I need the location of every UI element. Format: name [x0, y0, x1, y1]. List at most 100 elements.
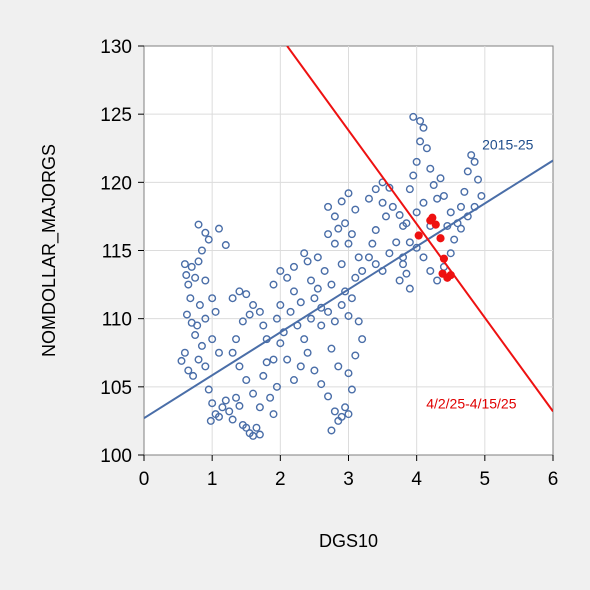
data-point-2015-25 — [344, 239, 353, 248]
data-point-2015-25 — [235, 401, 244, 410]
data-point-2015-25 — [194, 220, 203, 229]
data-point-2015-25 — [195, 301, 204, 310]
data-point-apr-2025 — [428, 213, 437, 222]
annotation-apr-2025: 4/2/25-4/15/25 — [426, 396, 517, 412]
data-point-2015-25 — [320, 266, 329, 275]
data-point-2015-25 — [317, 321, 326, 330]
data-point-2015-25 — [206, 416, 215, 425]
data-point-2015-25 — [341, 403, 350, 412]
data-point-2015-25 — [426, 164, 435, 173]
data-point-2015-25 — [354, 253, 363, 262]
data-point-2015-25 — [351, 205, 360, 214]
data-point-apr-2025 — [414, 231, 423, 240]
x-axis-title: DGS10 — [319, 531, 378, 551]
data-point-2015-25 — [228, 348, 237, 357]
y-tick-label: 120 — [100, 173, 132, 194]
data-point-2015-25 — [416, 137, 425, 146]
y-tick-label: 125 — [100, 105, 132, 126]
data-point-2015-25 — [337, 197, 346, 206]
data-point-apr-2025 — [436, 234, 445, 243]
data-point-2015-25 — [324, 392, 333, 401]
data-point-2015-25 — [330, 212, 339, 221]
data-point-2015-25 — [307, 276, 316, 285]
data-point-2015-25 — [225, 407, 234, 416]
data-point-2015-25 — [269, 280, 278, 289]
data-point-2015-25 — [405, 238, 414, 247]
x-tick-label: 5 — [480, 469, 491, 490]
data-point-2015-25 — [186, 294, 195, 303]
data-point-2015-25 — [470, 157, 479, 166]
data-point-2015-25 — [358, 266, 367, 275]
data-point-2015-25 — [214, 412, 223, 421]
annotation-2015-25: 2015-25 — [482, 137, 534, 153]
x-tick-label: 6 — [548, 469, 559, 490]
data-point-2015-25 — [474, 175, 483, 184]
data-point-2015-25 — [283, 355, 292, 364]
data-point-2015-25 — [371, 226, 380, 235]
data-point-2015-25 — [289, 376, 298, 385]
x-tick-label: 0 — [139, 469, 150, 490]
data-point-2015-25 — [412, 208, 421, 217]
data-point-2015-25 — [450, 235, 459, 244]
data-point-2015-25 — [426, 266, 435, 275]
data-point-2015-25 — [228, 415, 237, 424]
y-tick-label: 100 — [100, 446, 132, 467]
data-point-2015-25 — [262, 358, 271, 367]
data-point-2015-25 — [242, 423, 251, 432]
data-point-2015-25 — [419, 198, 428, 207]
data-point-2015-25 — [337, 260, 346, 269]
data-point-2015-25 — [189, 371, 198, 380]
data-point-2015-25 — [324, 307, 333, 316]
data-point-2015-25 — [245, 310, 254, 319]
x-tick-label: 4 — [411, 469, 422, 490]
data-point-2015-25 — [317, 380, 326, 389]
data-point-2015-25 — [249, 301, 258, 310]
data-point-2015-25 — [276, 266, 285, 275]
data-point-2015-25 — [439, 191, 448, 200]
data-point-2015-25 — [182, 310, 191, 319]
data-point-2015-25 — [324, 230, 333, 239]
data-point-2015-25 — [269, 410, 278, 419]
data-point-2015-25 — [347, 385, 356, 394]
data-point-2015-25 — [269, 355, 278, 364]
data-point-2015-25 — [368, 239, 377, 248]
data-point-2015-25 — [341, 219, 350, 228]
data-point-2015-25 — [327, 280, 336, 289]
data-point-2015-25 — [184, 366, 193, 375]
data-point-2015-25 — [416, 116, 425, 125]
data-point-2015-25 — [276, 339, 285, 348]
data-point-2015-25 — [371, 185, 380, 194]
data-point-2015-25 — [409, 171, 418, 180]
data-point-apr-2025 — [439, 254, 449, 263]
data-point-2015-25 — [344, 189, 353, 198]
data-point-2015-25 — [412, 157, 421, 166]
data-point-2015-25 — [402, 269, 411, 278]
data-point-2015-25 — [235, 362, 244, 371]
data-point-2015-25 — [310, 294, 319, 303]
data-point-2015-25 — [456, 224, 465, 233]
data-point-2015-25 — [433, 276, 442, 285]
data-point-2015-25 — [211, 307, 220, 316]
data-point-2015-25 — [214, 224, 223, 233]
data-point-2015-25 — [191, 331, 200, 340]
data-point-2015-25 — [204, 385, 213, 394]
data-point-2015-25 — [327, 344, 336, 353]
data-point-2015-25 — [221, 396, 230, 405]
data-point-2015-25 — [330, 239, 339, 248]
data-point-2015-25 — [395, 211, 404, 220]
data-point-2015-25 — [364, 253, 373, 262]
data-point-2015-25 — [180, 348, 189, 357]
data-point-2015-25 — [201, 362, 210, 371]
data-point-2015-25 — [180, 260, 189, 269]
x-tick-label: 3 — [343, 469, 354, 490]
data-point-2015-25 — [419, 253, 428, 262]
data-point-2015-25 — [351, 273, 360, 282]
data-point-2015-25 — [460, 187, 469, 196]
data-point-2015-25 — [300, 335, 309, 344]
data-point-2015-25 — [232, 393, 241, 402]
data-point-2015-25 — [194, 355, 203, 364]
data-point-2015-25 — [197, 341, 206, 350]
data-point-2015-25 — [433, 194, 442, 203]
y-tick-label: 115 — [102, 242, 132, 263]
